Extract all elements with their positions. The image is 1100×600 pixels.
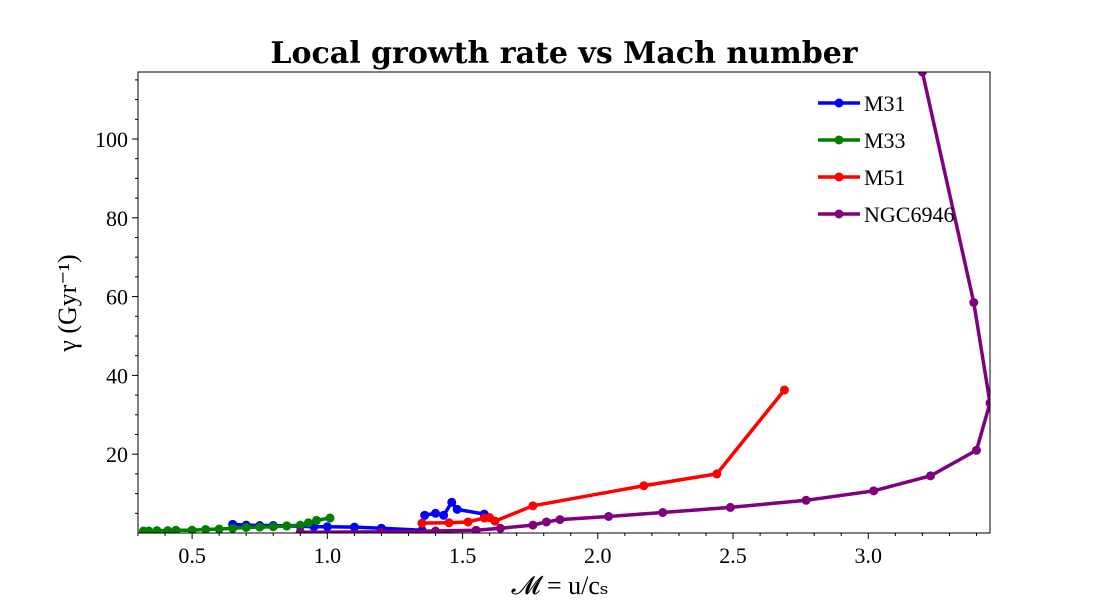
legend-item: M51 — [818, 165, 906, 190]
x-axis-label: 𝓜 = u/cₛ — [511, 571, 608, 600]
data-point — [282, 521, 292, 531]
x-tick-label: 2.0 — [584, 543, 612, 568]
data-point — [303, 518, 313, 528]
data-point — [417, 518, 427, 528]
legend-item: M33 — [818, 128, 906, 153]
legend-item: M31 — [818, 91, 906, 116]
data-point — [431, 508, 441, 518]
x-tick-label: 1.0 — [314, 543, 342, 568]
data-point — [163, 526, 173, 533]
data-point — [255, 522, 265, 532]
series-layer — [138, 72, 990, 533]
data-point — [528, 520, 538, 530]
data-point — [541, 517, 551, 527]
data-point — [322, 522, 332, 532]
data-point — [471, 525, 481, 533]
data-point — [201, 524, 211, 533]
y-axis: 20 40 60 80 100 — [95, 79, 138, 514]
data-point — [971, 445, 981, 455]
data-point — [658, 508, 668, 518]
data-point — [447, 497, 457, 507]
data-point — [528, 501, 538, 511]
data-point — [376, 527, 386, 533]
chart-title: Local growth rate vs Mach number — [270, 36, 858, 71]
data-point — [268, 522, 278, 532]
data-point — [801, 495, 811, 505]
series-ngc6946 — [295, 72, 990, 533]
legend-marker — [834, 135, 844, 145]
legend-marker — [834, 172, 844, 182]
data-point — [495, 523, 505, 533]
plot-frame — [137, 71, 991, 534]
data-point — [555, 515, 565, 525]
data-point — [985, 398, 990, 408]
data-point — [420, 510, 430, 520]
data-point — [228, 523, 238, 533]
data-point — [431, 526, 441, 533]
x-tick-label: 0.5 — [178, 543, 206, 568]
data-point — [187, 525, 197, 533]
legend-label: NGC6946 — [864, 202, 954, 227]
legend: M31 M33 M51 NGC6946 — [818, 91, 954, 227]
y-tick-label: 80 — [106, 206, 128, 231]
data-point — [312, 515, 322, 525]
y-tick-label: 60 — [106, 285, 128, 310]
data-point — [144, 526, 154, 533]
data-point — [639, 481, 649, 491]
data-point — [779, 385, 789, 395]
x-tick-label: 2.5 — [719, 543, 747, 568]
data-point — [969, 298, 979, 307]
data-point — [490, 516, 500, 526]
data-point — [214, 524, 224, 533]
data-point — [604, 511, 614, 521]
data-point — [452, 504, 462, 514]
x-axis: 0.5 1.0 1.5 2.0 2.5 3.0 — [137, 533, 977, 568]
legend-label: M51 — [864, 165, 906, 190]
data-point — [295, 520, 305, 530]
data-point — [171, 525, 181, 533]
legend-label: M31 — [864, 91, 906, 116]
data-point — [917, 72, 927, 77]
data-point — [325, 513, 335, 523]
data-point — [241, 522, 251, 532]
data-point — [444, 518, 454, 528]
data-point — [295, 527, 305, 533]
legend-item: NGC6946 — [818, 202, 954, 227]
y-axis-label: γ (Gyr⁻¹) — [53, 254, 82, 352]
series-m33 — [138, 513, 335, 533]
legend-marker — [834, 98, 844, 108]
data-point — [712, 469, 722, 479]
data-point — [925, 471, 935, 481]
x-tick-label: 1.5 — [449, 543, 477, 568]
y-tick-label: 40 — [106, 363, 128, 388]
legend-label: M33 — [864, 128, 906, 153]
y-tick-label: 20 — [106, 442, 128, 467]
legend-marker — [834, 209, 844, 219]
series-line — [300, 72, 990, 533]
data-point — [349, 522, 359, 532]
x-tick-label: 3.0 — [855, 543, 883, 568]
y-tick-label: 100 — [95, 127, 128, 152]
data-point — [439, 510, 449, 520]
series-m51 — [417, 385, 789, 528]
data-point — [869, 486, 879, 496]
data-point — [152, 526, 162, 533]
data-point — [725, 502, 735, 512]
data-point — [463, 517, 473, 527]
